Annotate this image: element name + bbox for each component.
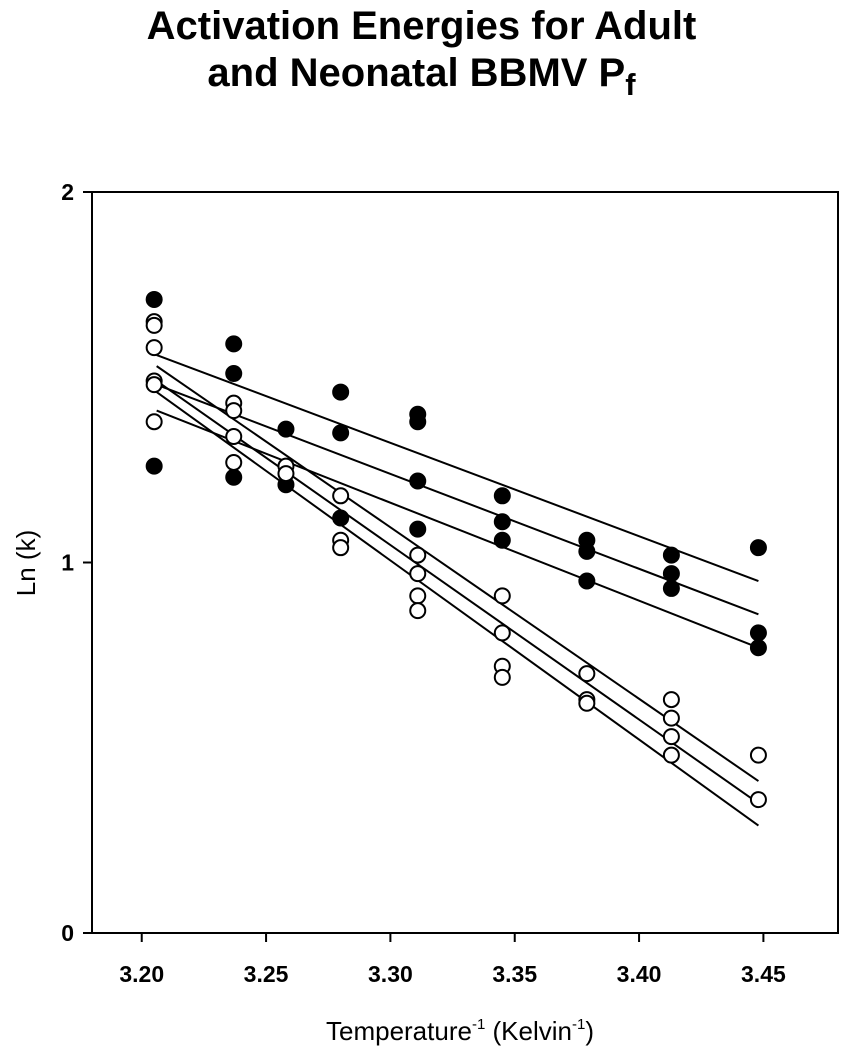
open-data-point (225, 453, 243, 471)
neonatal-fit-line (156, 380, 760, 805)
filled-data-point (332, 383, 350, 401)
filled-data-point (145, 457, 163, 475)
filled-data-point (409, 520, 427, 538)
filled-data-point (493, 513, 511, 531)
neonatal-fit-line (156, 391, 760, 827)
x-axis-label-main: Temperature (326, 1016, 472, 1046)
open-data-point (749, 791, 767, 809)
open-data-point (662, 709, 680, 727)
filled-data-point (225, 468, 243, 486)
adult-fit-line (156, 409, 759, 649)
open-data-point (662, 746, 680, 764)
adult-fit-line (156, 383, 759, 616)
open-data-point (409, 587, 427, 605)
chart-title-subscript: f (625, 67, 636, 102)
filled-data-point (145, 290, 163, 308)
fit-lines (156, 354, 760, 827)
open-data-point (145, 413, 163, 431)
open-data-point (145, 376, 163, 394)
open-data-point (332, 539, 350, 557)
open-data-point (493, 668, 511, 686)
x-tick-label: 3.25 (244, 961, 289, 987)
open-data-point (409, 546, 427, 564)
chart-title-line1: Activation Energies for Adult (146, 4, 697, 48)
axis-ticks: 0 1 2 3.20 3.25 3.30 3.35 3.40 3.45 (61, 179, 786, 987)
filled-data-point (749, 624, 767, 642)
y-tick-label: 2 (61, 179, 74, 205)
filled-data-point (277, 420, 295, 438)
x-tick-label: 3.30 (368, 961, 413, 987)
x-axis-label-exp2: -1 (572, 1016, 585, 1033)
x-tick-label: 3.35 (492, 961, 537, 987)
open-data-point (749, 746, 767, 764)
x-axis-label-mid: (Kelvin (485, 1016, 572, 1046)
x-tick-label: 3.20 (119, 961, 164, 987)
filled-data-point (493, 531, 511, 549)
chart-title: Activation Energies for Adult and Neonat… (0, 0, 843, 108)
open-data-point (409, 565, 427, 583)
open-data-point (277, 465, 295, 483)
filled-data-point (662, 565, 680, 583)
filled-data-point (749, 639, 767, 657)
x-tick-label: 3.40 (617, 961, 662, 987)
filled-data-point (578, 542, 596, 560)
filled-data-point (578, 572, 596, 590)
filled-data-point (749, 539, 767, 557)
filled-data-point (225, 335, 243, 353)
x-axis-label-exp1: -1 (472, 1016, 485, 1033)
data-points (145, 290, 767, 809)
plot-frame (91, 191, 839, 934)
filled-data-point (662, 546, 680, 564)
y-tick-label: 1 (61, 550, 74, 576)
open-data-point (409, 602, 427, 620)
open-data-point (225, 428, 243, 446)
neonatal-fit-line (156, 365, 759, 782)
filled-data-point (493, 487, 511, 505)
filled-data-point (409, 472, 427, 490)
x-tick-label: 3.45 (741, 961, 786, 987)
filled-data-point (662, 579, 680, 597)
x-axis-label-end: ) (585, 1016, 594, 1046)
filled-data-point (409, 413, 427, 431)
open-data-point (332, 487, 350, 505)
y-axis-label: Ln (k) (11, 530, 41, 596)
open-data-point (145, 339, 163, 357)
x-axis-label: Temperature-1 (Kelvin-1) (326, 1016, 594, 1046)
open-data-point (578, 665, 596, 683)
chart-title-line2-main: and Neonatal BBMV P (207, 51, 626, 95)
open-data-point (225, 402, 243, 420)
y-tick-label: 0 (61, 920, 74, 946)
filled-data-point (225, 365, 243, 383)
adult-fit-line (156, 354, 759, 582)
open-data-point (493, 624, 511, 642)
open-data-point (662, 691, 680, 709)
filled-data-point (332, 509, 350, 527)
open-data-point (662, 728, 680, 746)
open-data-point (145, 316, 163, 334)
chart-title-line2: and Neonatal BBMV Pf (0, 50, 843, 108)
filled-data-point (332, 424, 350, 442)
open-data-point (493, 587, 511, 605)
open-data-point (578, 694, 596, 712)
plot-frame-rect (91, 191, 839, 934)
